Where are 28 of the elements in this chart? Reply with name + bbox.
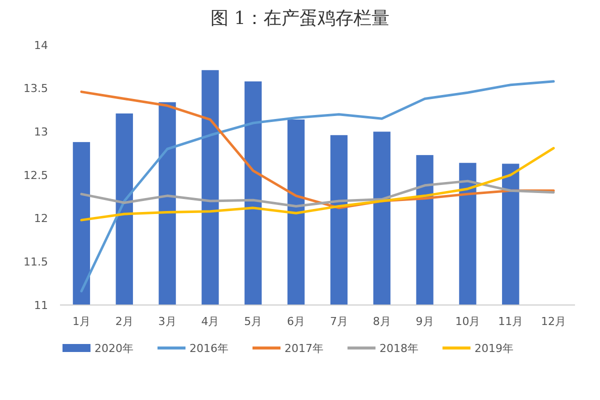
x-tick-label: 2月: [115, 315, 134, 328]
chart-title: 图 1：在产蛋鸡存栏量: [210, 8, 390, 29]
y-tick-label: 12: [34, 212, 48, 226]
y-tick-label: 11.5: [24, 256, 48, 269]
line-series: [80, 80, 555, 292]
x-tick-label: 3月: [158, 315, 176, 328]
x-tick-label: 6月: [287, 315, 306, 328]
x-tick-label: 1月: [72, 315, 90, 328]
legend-label: 2019年: [474, 342, 514, 355]
y-tick-label: 13: [34, 126, 48, 139]
line-series: [80, 146, 555, 222]
x-tick-label: 9月: [416, 315, 434, 328]
y-tick-label: 13.5: [24, 82, 48, 96]
x-tick-label: 12月: [541, 315, 566, 328]
line-series: [80, 180, 555, 208]
y-tick-label: 14: [34, 38, 48, 52]
x-tick-label: 4月: [201, 315, 220, 328]
y-tick-label: 12.5: [24, 168, 48, 182]
y-tick-label: 11: [34, 298, 48, 312]
legend-label: 2016年: [190, 342, 228, 355]
x-tick-label: 7月: [330, 315, 348, 328]
x-tick-label: 11月: [498, 315, 524, 328]
x-tick-label: 10月: [455, 315, 480, 328]
legend-label: 2017年: [284, 342, 324, 355]
x-tick-label: 5月: [244, 315, 262, 328]
legend-label: 2020年: [94, 342, 134, 355]
x-tick-label: 8月: [372, 315, 391, 328]
legend-label: 2018年: [380, 342, 418, 355]
